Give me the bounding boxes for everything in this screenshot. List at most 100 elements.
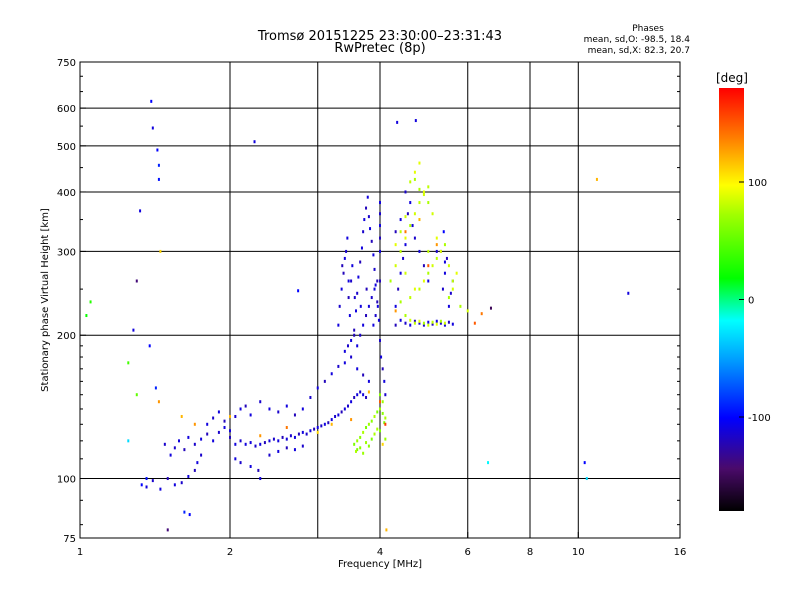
- data-point: [439, 321, 442, 325]
- data-point: [359, 304, 362, 308]
- data-point: [451, 322, 454, 326]
- data-point: [431, 320, 434, 324]
- data-point: [365, 314, 368, 318]
- data-point: [166, 528, 169, 532]
- data-point: [301, 407, 304, 411]
- data-point: [343, 407, 346, 411]
- data-point: [413, 287, 416, 291]
- data-point: [249, 413, 252, 417]
- data-point: [455, 271, 458, 275]
- data-point: [154, 386, 157, 390]
- data-point: [399, 318, 402, 322]
- data-point: [480, 312, 483, 316]
- data-point: [254, 444, 257, 448]
- data-point: [413, 236, 416, 240]
- data-point: [293, 448, 296, 452]
- data-point: [447, 304, 450, 308]
- data-point: [334, 414, 337, 418]
- data-point: [422, 321, 425, 325]
- data-point: [357, 275, 360, 279]
- data-point: [272, 437, 275, 441]
- data-point: [305, 432, 308, 436]
- data-point: [365, 425, 368, 429]
- data-point: [157, 400, 160, 404]
- data-point: [397, 287, 400, 291]
- data-point: [309, 429, 312, 433]
- data-point: [156, 148, 159, 152]
- data-point: [343, 256, 346, 260]
- y-tick-label: 100: [57, 475, 76, 486]
- data-point: [196, 461, 199, 465]
- data-point: [363, 218, 366, 222]
- data-point: [166, 477, 169, 481]
- colorbar-label: [deg]: [716, 71, 748, 85]
- data-point: [418, 161, 421, 165]
- data-point: [411, 224, 414, 228]
- x-tick-label: 16: [674, 547, 687, 558]
- data-point: [347, 279, 350, 283]
- data-point: [346, 236, 349, 240]
- data-point: [356, 344, 359, 348]
- data-point: [445, 256, 448, 260]
- data-point: [374, 283, 377, 287]
- data-point: [285, 437, 288, 441]
- data-point: [384, 393, 387, 397]
- data-point: [418, 187, 421, 191]
- data-point: [281, 435, 284, 439]
- data-point: [353, 333, 356, 337]
- data-point: [404, 236, 407, 240]
- y-tick-label: 300: [57, 247, 76, 258]
- data-point: [173, 483, 176, 487]
- data-point: [366, 195, 369, 199]
- colorbar-tick-label: 100: [748, 178, 767, 189]
- data-point: [367, 379, 370, 383]
- grid-lines: [80, 62, 680, 538]
- x-tick-label: 4: [377, 547, 383, 558]
- data-point: [362, 393, 365, 397]
- data-point: [206, 422, 209, 426]
- data-point: [379, 249, 381, 253]
- data-point: [150, 99, 153, 103]
- data-point: [379, 236, 381, 240]
- data-point: [409, 224, 412, 228]
- data-point: [379, 201, 381, 205]
- data-point: [399, 249, 402, 253]
- data-point: [359, 333, 362, 337]
- data-point: [356, 291, 359, 295]
- data-point: [234, 442, 237, 446]
- data-point: [409, 296, 412, 300]
- data-point: [323, 379, 326, 383]
- data-point: [362, 373, 365, 377]
- data-point: [180, 481, 183, 485]
- data-point: [353, 328, 356, 332]
- data-point: [268, 453, 271, 457]
- data-point: [431, 212, 434, 216]
- data-point: [381, 442, 384, 446]
- data-point: [409, 201, 412, 205]
- data-point: [449, 291, 452, 295]
- data-point: [301, 444, 304, 448]
- data-point: [399, 230, 402, 234]
- data-point: [229, 414, 231, 418]
- data-point: [297, 289, 300, 293]
- data-point: [435, 243, 438, 247]
- data-point: [297, 432, 300, 436]
- data-point: [399, 218, 402, 222]
- x-tick-label: 10: [572, 547, 585, 558]
- stats-heading: Phases: [632, 24, 664, 34]
- data-point: [259, 442, 262, 446]
- data-point: [384, 416, 387, 420]
- data-point: [372, 253, 375, 257]
- data-point: [259, 477, 262, 481]
- data-point: [159, 487, 162, 491]
- data-point: [487, 461, 490, 465]
- data-point: [145, 485, 148, 489]
- data-point: [381, 411, 384, 415]
- data-point: [217, 410, 220, 414]
- data-point: [359, 435, 362, 439]
- data-point: [367, 422, 370, 426]
- data-point: [447, 320, 450, 324]
- data-point: [183, 448, 186, 452]
- data-point: [451, 279, 454, 283]
- data-point: [442, 230, 445, 234]
